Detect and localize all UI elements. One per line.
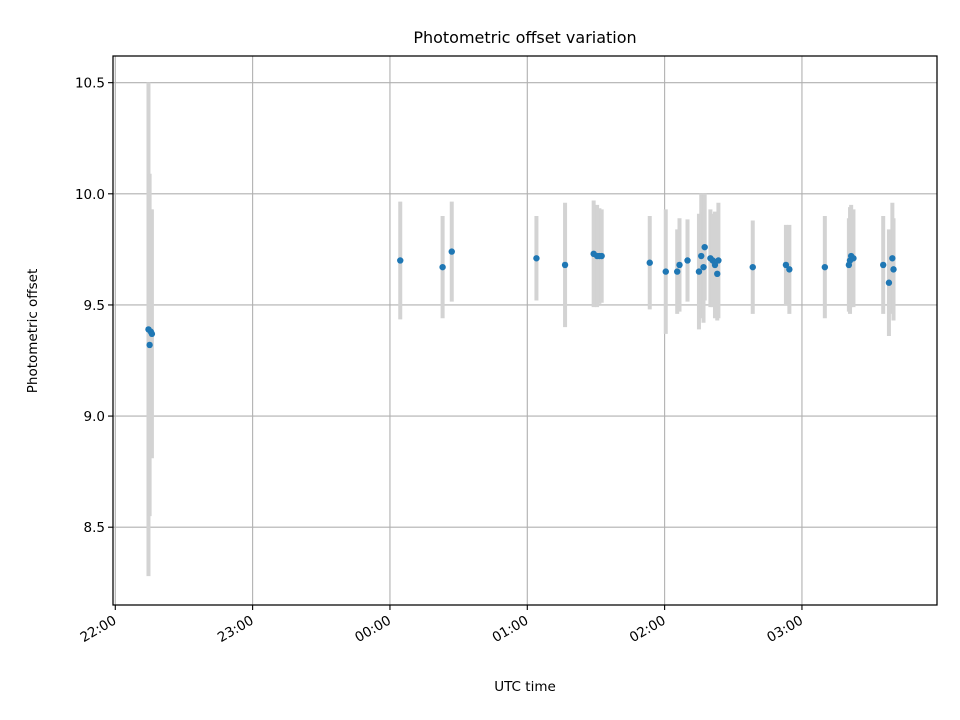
data-point	[397, 257, 404, 264]
data-point	[146, 341, 153, 349]
data-point	[439, 263, 446, 271]
data-point	[674, 268, 681, 275]
data-point	[700, 263, 707, 271]
data-point	[695, 268, 703, 275]
data-point	[561, 261, 569, 269]
y-tick-label: 9.5	[84, 298, 105, 314]
data-point	[715, 257, 722, 264]
data-point	[885, 279, 893, 286]
data-point	[676, 261, 683, 269]
y-tick-label: 9.0	[84, 409, 105, 425]
data-point	[821, 263, 829, 271]
chart-title: Photometric offset variation	[413, 28, 636, 47]
data-point	[598, 252, 605, 260]
data-point	[782, 261, 790, 269]
data-point	[880, 261, 887, 269]
data-point	[889, 255, 896, 262]
plot-frame	[112, 55, 938, 606]
y-axis: 8.5 9.0 9.5 10.0 10.5	[75, 76, 113, 536]
y-tick-label: 10.5	[75, 76, 105, 92]
data-point	[850, 255, 857, 262]
data-point	[890, 266, 897, 273]
data-point	[714, 270, 721, 278]
data-point	[148, 330, 156, 338]
data-points	[145, 243, 897, 349]
data-point	[711, 261, 719, 269]
data-point	[533, 255, 540, 262]
y-tick-label: 8.5	[84, 520, 105, 536]
data-point	[662, 268, 669, 275]
y-tick-label: 10.0	[75, 187, 105, 203]
data-point	[749, 263, 756, 271]
x-axis-label: UTC time	[494, 679, 556, 695]
y-axis-label: Photometric offset	[25, 269, 41, 393]
data-point	[698, 252, 705, 260]
data-point	[684, 257, 691, 264]
data-point	[646, 259, 653, 266]
data-point	[701, 243, 708, 251]
data-point	[448, 248, 455, 255]
data-point	[786, 266, 793, 273]
